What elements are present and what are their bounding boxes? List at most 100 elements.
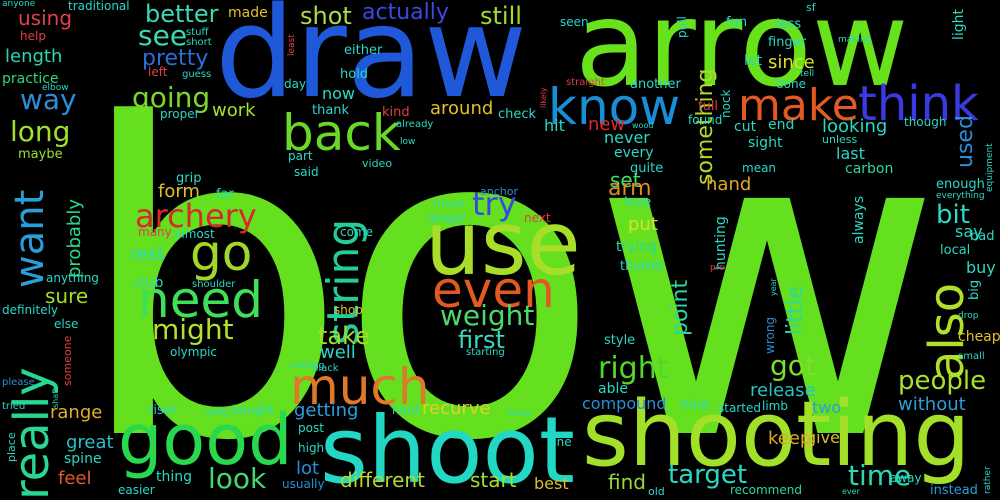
word-cut: cut <box>734 119 757 135</box>
word-usually: usually <box>282 477 325 491</box>
word-move: move <box>434 197 465 210</box>
word-unless: unless <box>822 133 858 146</box>
word-quite: quite <box>630 161 664 176</box>
word-arrow: arrow <box>575 0 909 113</box>
word-proper: proper <box>160 107 200 121</box>
word-got: got <box>770 349 816 382</box>
word-put: put <box>628 214 658 235</box>
word-many: many <box>138 225 172 239</box>
word-grip: grip <box>176 171 202 186</box>
word-else: else <box>54 317 79 331</box>
word-good: good <box>118 399 293 481</box>
word-practice: practice <box>2 71 59 87</box>
word-club: club <box>134 275 164 291</box>
word-cheap: cheap <box>958 329 1000 345</box>
word-maybe: maybe <box>18 147 63 162</box>
word-wood: wood <box>632 121 654 130</box>
word-longer: longer <box>428 211 467 225</box>
word-little: little <box>783 285 808 335</box>
word-used: used <box>953 115 978 168</box>
word-bought: bought <box>232 403 275 417</box>
word-recurve: recurve <box>422 398 491 419</box>
word-instead: instead <box>930 483 978 498</box>
word-know: know <box>548 78 681 136</box>
word-small: small <box>958 351 985 362</box>
word-even: even <box>432 261 555 319</box>
word-go: go <box>190 224 253 282</box>
word-see: see <box>138 19 188 52</box>
word-sf: sf <box>806 1 816 14</box>
word-place: place <box>5 432 18 462</box>
word-definitely: definitely <box>2 303 59 317</box>
word-olympic: olympic <box>170 345 218 359</box>
word-might: might <box>152 313 234 346</box>
word-nothing: nothing <box>290 361 325 371</box>
word-still: still <box>480 2 522 30</box>
word-let: let <box>744 53 762 69</box>
word-getting: getting <box>294 400 359 421</box>
word-shot: shot <box>300 2 352 30</box>
word-making: making <box>838 35 872 45</box>
word-someone: someone <box>61 335 74 386</box>
word-never: never <box>604 128 650 147</box>
word-far: far <box>216 187 234 202</box>
word-seen: seen <box>560 15 589 29</box>
word-long: long <box>10 115 71 148</box>
word-help: help <box>20 29 46 43</box>
word-part: part <box>288 149 313 163</box>
word-start: start <box>470 468 517 492</box>
word-stuff: stuff <box>186 27 209 38</box>
word-different: different <box>340 468 425 492</box>
word-make: make <box>738 80 859 131</box>
word-thumb: thumb <box>620 259 663 274</box>
word-either: either <box>344 43 383 58</box>
word-find: find <box>608 470 646 494</box>
word-since: since <box>768 52 815 73</box>
word-anything: anything <box>46 271 99 285</box>
word-people: people <box>898 366 987 396</box>
word-black: black <box>312 363 339 374</box>
word-need: need <box>138 271 263 329</box>
word-tried: tried <box>2 401 26 412</box>
word-back: back <box>282 104 401 162</box>
word-shaft: shaft <box>51 388 60 408</box>
word-kind: kind <box>382 105 410 120</box>
word-old: old <box>648 485 665 498</box>
word-pro: pro <box>710 263 725 273</box>
word-last: last <box>836 144 865 163</box>
word-looking: looking <box>822 116 888 137</box>
word-end: end <box>768 117 795 133</box>
word-enough: enough <box>936 177 985 192</box>
word-take: take <box>318 322 370 350</box>
word-line: line <box>550 435 572 449</box>
word-going: going <box>132 81 211 114</box>
word-set: set <box>610 168 641 192</box>
word-archery: archery <box>135 197 257 235</box>
word-probably: probably <box>64 199 85 278</box>
word-better: better <box>145 0 219 28</box>
word-traditional: traditional <box>68 0 130 13</box>
word-hard: hard <box>392 403 420 417</box>
word-said: said <box>294 165 319 179</box>
word-trying: trying <box>616 239 658 255</box>
word-weight: weight <box>440 299 535 332</box>
word-always: always <box>851 195 867 244</box>
word-another: another <box>630 77 681 92</box>
word-everything: everything <box>936 191 985 201</box>
word-sure: sure <box>45 284 89 308</box>
word-wrong: wrong <box>763 316 777 354</box>
word-work: work <box>212 100 256 121</box>
word-thing: thing <box>156 469 193 485</box>
word-mean: mean <box>742 161 777 175</box>
word-rest: rest <box>130 244 165 265</box>
word-right: right <box>598 351 669 386</box>
word-draw: draw <box>215 0 528 126</box>
word-range: range <box>50 402 103 423</box>
word-rather: rather <box>983 466 993 494</box>
word-left: left <box>148 65 168 79</box>
word-keep: keep <box>768 428 812 449</box>
word-elbow: elbow <box>42 83 69 93</box>
word-spine: spine <box>64 451 102 467</box>
word-able: able <box>598 381 628 397</box>
